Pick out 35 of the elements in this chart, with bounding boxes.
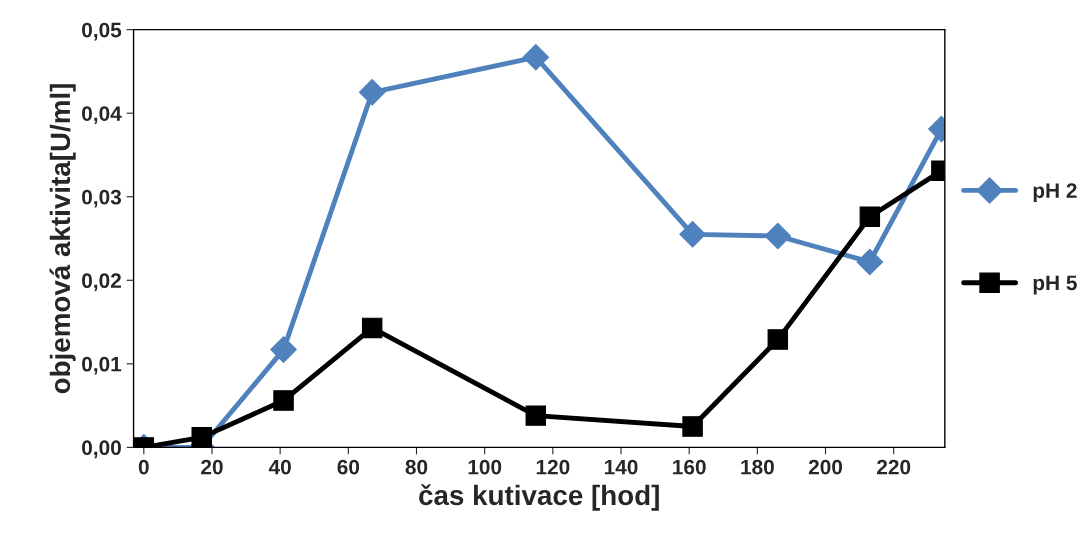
point bbox=[361, 317, 383, 339]
x-axis-title: čas kutivace [hod] bbox=[419, 484, 659, 511]
x-tick-label: 140 bbox=[604, 459, 638, 475]
point bbox=[273, 390, 294, 411]
point bbox=[522, 43, 550, 71]
y-tick-label: 0,02 bbox=[82, 273, 121, 292]
y-tick-label: 0,05 bbox=[82, 22, 122, 41]
x-tick-label: 40 bbox=[268, 459, 291, 475]
point bbox=[767, 329, 789, 350]
x-tick-label: 220 bbox=[877, 459, 911, 475]
y-axis-title: objemová aktivita[U/ml] bbox=[49, 84, 76, 394]
x-tick-label: 120 bbox=[536, 459, 570, 475]
x-tick-label: 60 bbox=[337, 459, 360, 475]
x-tick-label: 20 bbox=[201, 459, 223, 475]
y-tick-label: 0,04 bbox=[82, 106, 122, 124]
x-tick-label: 160 bbox=[673, 459, 706, 475]
point bbox=[682, 416, 703, 437]
y-tick-label: 0,01 bbox=[82, 356, 122, 375]
x-tick-label: 200 bbox=[808, 459, 843, 475]
x-tick-label: 100 bbox=[468, 459, 502, 475]
x-tick-label: 80 bbox=[405, 459, 428, 475]
point bbox=[270, 336, 297, 363]
point bbox=[191, 427, 212, 448]
point bbox=[358, 79, 386, 106]
x-tick-label: 0 bbox=[138, 459, 149, 475]
point bbox=[859, 206, 881, 228]
point bbox=[679, 221, 706, 248]
x-tick-label: 180 bbox=[741, 459, 774, 475]
point bbox=[525, 405, 547, 426]
legend-label: pH 2 bbox=[1033, 183, 1077, 203]
point bbox=[856, 248, 884, 276]
legend-label: pH 5 bbox=[1033, 275, 1077, 295]
y-tick-label: 0,03 bbox=[82, 189, 122, 208]
point bbox=[764, 222, 792, 250]
y-tick-label: 0,00 bbox=[82, 440, 121, 459]
